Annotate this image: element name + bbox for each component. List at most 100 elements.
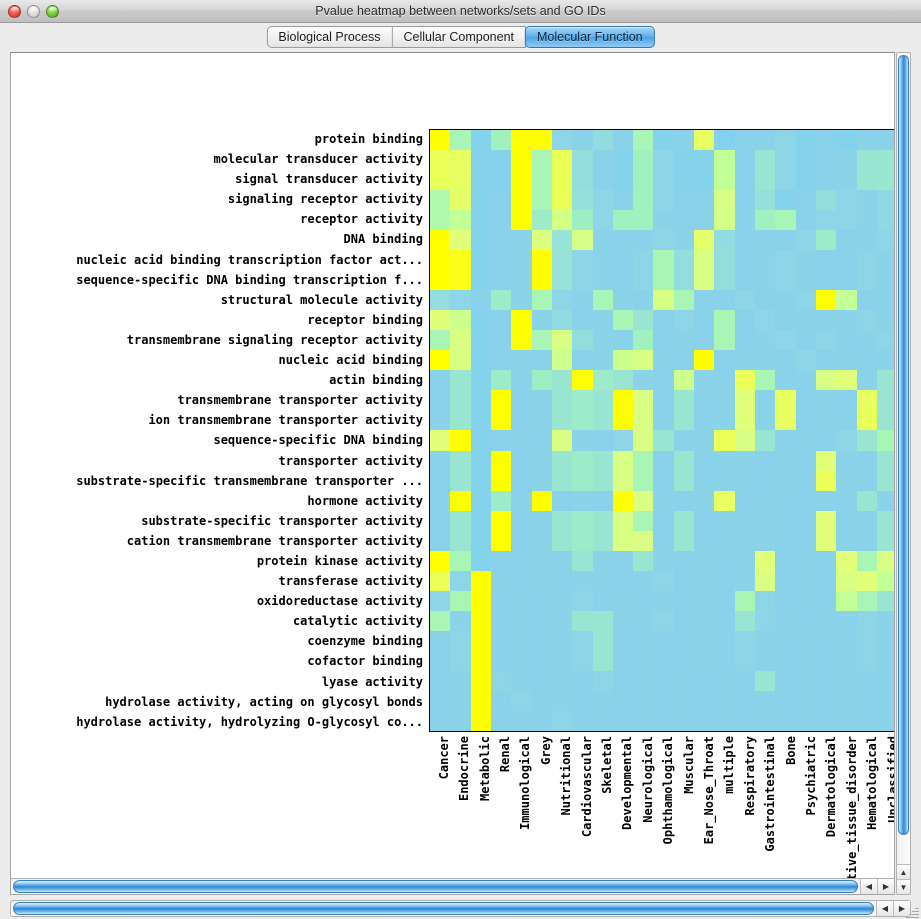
heatmap-cell[interactable] bbox=[795, 230, 816, 251]
heatmap-cell[interactable] bbox=[694, 430, 715, 451]
heatmap-cell[interactable] bbox=[490, 470, 512, 491]
heatmap-cell[interactable] bbox=[795, 470, 816, 491]
heatmap-cell[interactable] bbox=[795, 410, 816, 431]
heatmap-cell[interactable] bbox=[430, 470, 451, 491]
heatmap-cell[interactable] bbox=[470, 450, 491, 471]
heatmap-cell[interactable] bbox=[815, 290, 837, 311]
heatmap-cell[interactable] bbox=[775, 290, 796, 311]
heatmap-cell[interactable] bbox=[633, 410, 654, 431]
heatmap-cell[interactable] bbox=[714, 150, 735, 171]
heatmap-cell[interactable] bbox=[592, 410, 613, 431]
heatmap-cell[interactable] bbox=[714, 350, 735, 371]
heatmap-cell[interactable] bbox=[450, 150, 471, 171]
heatmap-cell[interactable] bbox=[694, 230, 715, 251]
heatmap-cell[interactable] bbox=[470, 670, 491, 691]
heatmap-cell[interactable] bbox=[714, 570, 735, 591]
heatmap-cell[interactable] bbox=[714, 290, 735, 311]
heatmap-cell[interactable] bbox=[551, 150, 573, 171]
heatmap-cell[interactable] bbox=[551, 650, 573, 671]
outer-hscroll-track[interactable] bbox=[11, 901, 876, 916]
heatmap-cell[interactable] bbox=[430, 150, 451, 171]
heatmap-cell[interactable] bbox=[694, 670, 715, 691]
heatmap-cell[interactable] bbox=[430, 230, 451, 251]
heatmap-cell[interactable] bbox=[633, 230, 654, 251]
heatmap-cell[interactable] bbox=[490, 590, 512, 611]
heatmap-cell[interactable] bbox=[551, 390, 573, 411]
heatmap-cell[interactable] bbox=[775, 450, 796, 471]
heatmap-cell[interactable] bbox=[430, 490, 451, 511]
heatmap-cell[interactable] bbox=[734, 270, 755, 291]
heatmap-cell[interactable] bbox=[795, 610, 816, 631]
heatmap-cell[interactable] bbox=[633, 290, 654, 311]
heatmap-cell[interactable] bbox=[836, 370, 857, 391]
heatmap-cell[interactable] bbox=[714, 490, 735, 511]
heatmap-cell[interactable] bbox=[775, 230, 796, 251]
heatmap-cell[interactable] bbox=[511, 430, 532, 451]
vertical-scrollbar[interactable]: ▲ ▼ bbox=[896, 52, 911, 895]
heatmap-cell[interactable] bbox=[470, 390, 491, 411]
scroll-down-icon[interactable]: ▼ bbox=[897, 879, 910, 894]
heatmap-cell[interactable] bbox=[490, 550, 512, 571]
heatmap-cell[interactable] bbox=[430, 530, 451, 551]
heatmap-cell[interactable] bbox=[694, 610, 715, 631]
heatmap-cell[interactable] bbox=[856, 210, 877, 231]
heatmap-cell[interactable] bbox=[511, 410, 532, 431]
heatmap-cell[interactable] bbox=[836, 490, 857, 511]
heatmap-cell[interactable] bbox=[470, 230, 491, 251]
heatmap-cell[interactable] bbox=[470, 650, 491, 671]
heatmap-cell[interactable] bbox=[673, 290, 695, 311]
heatmap-cell[interactable] bbox=[450, 690, 471, 711]
heatmap-cell[interactable] bbox=[815, 230, 837, 251]
heatmap-cell[interactable] bbox=[876, 490, 894, 511]
heatmap-cell[interactable] bbox=[694, 310, 715, 331]
heatmap-cell[interactable] bbox=[633, 470, 654, 491]
heatmap-cell[interactable] bbox=[490, 510, 512, 531]
heatmap-cell[interactable] bbox=[592, 450, 613, 471]
heatmap-cell[interactable] bbox=[856, 430, 877, 451]
heatmap-cell[interactable] bbox=[633, 390, 654, 411]
heatmap-cell[interactable] bbox=[551, 450, 573, 471]
heatmap-cell[interactable] bbox=[450, 590, 471, 611]
heatmap-cell[interactable] bbox=[430, 130, 451, 151]
heatmap-cell[interactable] bbox=[734, 170, 755, 191]
heatmap-cell[interactable] bbox=[551, 550, 573, 571]
heatmap-cell[interactable] bbox=[572, 290, 593, 311]
heatmap-cell[interactable] bbox=[795, 510, 816, 531]
heatmap-cell[interactable] bbox=[876, 170, 894, 191]
heatmap-cell[interactable] bbox=[612, 350, 634, 371]
heatmap-cell[interactable] bbox=[490, 250, 512, 271]
heatmap-cell[interactable] bbox=[653, 670, 674, 691]
heatmap-cell[interactable] bbox=[836, 290, 857, 311]
heatmap-cell[interactable] bbox=[572, 250, 593, 271]
heatmap-cell[interactable] bbox=[694, 590, 715, 611]
heatmap-cell[interactable] bbox=[551, 130, 573, 151]
heatmap-cell[interactable] bbox=[876, 290, 894, 311]
heatmap-cell[interactable] bbox=[836, 590, 857, 611]
heatmap-cell[interactable] bbox=[755, 250, 776, 271]
heatmap-cell[interactable] bbox=[694, 350, 715, 371]
heatmap-cell[interactable] bbox=[531, 590, 552, 611]
heatmap-cell[interactable] bbox=[490, 570, 512, 591]
heatmap-cell[interactable] bbox=[551, 470, 573, 491]
heatmap-cell[interactable] bbox=[511, 270, 532, 291]
heatmap-cell[interactable] bbox=[673, 410, 695, 431]
heatmap-cell[interactable] bbox=[815, 410, 837, 431]
tab-cellular-component[interactable]: Cellular Component bbox=[392, 26, 527, 48]
heatmap-cell[interactable] bbox=[775, 270, 796, 291]
heatmap-cell[interactable] bbox=[531, 150, 552, 171]
heatmap-cell[interactable] bbox=[795, 690, 816, 711]
heatmap-cell[interactable] bbox=[511, 150, 532, 171]
heatmap-cell[interactable] bbox=[734, 350, 755, 371]
heatmap-cell[interactable] bbox=[694, 550, 715, 571]
close-button[interactable] bbox=[8, 5, 21, 18]
heatmap-cell[interactable] bbox=[450, 510, 471, 531]
heatmap-cell[interactable] bbox=[592, 170, 613, 191]
heatmap-cell[interactable] bbox=[856, 270, 877, 291]
heatmap-cell[interactable] bbox=[490, 630, 512, 651]
heatmap-cell[interactable] bbox=[856, 190, 877, 211]
heatmap-cell[interactable] bbox=[450, 430, 471, 451]
heatmap-cell[interactable] bbox=[694, 130, 715, 151]
heatmap-cell[interactable] bbox=[734, 430, 755, 451]
heatmap-cell[interactable] bbox=[755, 570, 776, 591]
heatmap-cell[interactable] bbox=[856, 310, 877, 331]
